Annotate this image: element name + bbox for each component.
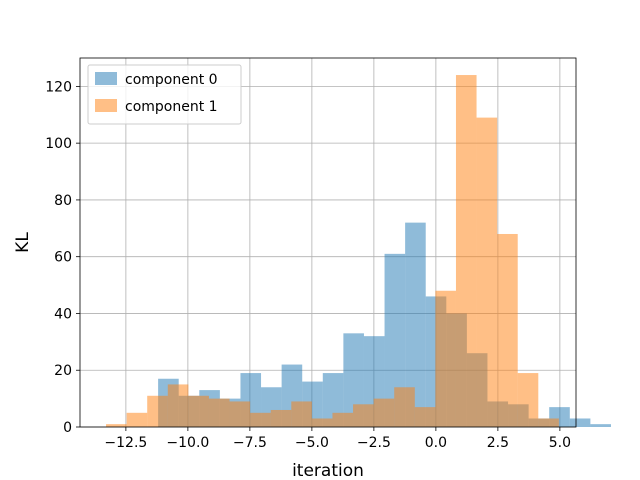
- histogram-bar: [373, 398, 395, 427]
- histogram-bar: [497, 233, 518, 427]
- histogram-bar: [414, 407, 436, 427]
- legend-box: [87, 64, 242, 125]
- x-axis-label: iteration: [292, 461, 364, 480]
- histogram-bar: [270, 409, 292, 427]
- plot-frame: [79, 57, 577, 428]
- histogram-bar: [590, 424, 611, 427]
- histogram-bar: [147, 395, 168, 427]
- histogram-bar: [384, 253, 406, 427]
- histogram-bar: [106, 424, 127, 427]
- histogram-bar: [476, 117, 498, 427]
- x-tick-label: 5.0: [549, 435, 571, 451]
- histogram-bar: [455, 75, 477, 428]
- bars: [106, 75, 611, 428]
- histogram-bar: [435, 290, 456, 427]
- histogram-bar: [343, 333, 364, 427]
- histogram-bar: [569, 418, 591, 427]
- legend: component 0 component 1: [87, 64, 242, 125]
- x-tick-label: 2.5: [487, 435, 509, 451]
- legend-label-component-0: component 0: [125, 72, 218, 88]
- y-tick-label: 80: [54, 193, 72, 209]
- y-tick-label: 40: [54, 306, 72, 322]
- histogram-bar: [405, 222, 426, 427]
- y-tick-label: 120: [45, 79, 72, 95]
- y-tick-label: 60: [54, 250, 72, 266]
- x-tick-label: 0.0: [425, 435, 447, 451]
- histogram-bar: [538, 418, 559, 427]
- histogram-bar: [188, 395, 209, 427]
- histogram-bar: [167, 384, 189, 427]
- x-tick-label: −10.0: [166, 435, 209, 451]
- legend-swatch-component-0: [95, 72, 117, 85]
- axis-ticks: −12.5 −10.0 −7.5 −5.0 −2.5 0.0 2.5 5.0 0 20 40 60 80…: [45, 79, 571, 451]
- y-tick-label: 20: [54, 363, 72, 379]
- y-tick-label: 100: [45, 136, 72, 152]
- y-tick-label: 0: [63, 420, 72, 436]
- histogram-bar: [394, 387, 415, 427]
- x-tick-label: −12.5: [104, 435, 147, 451]
- histogram-bar: [517, 373, 539, 427]
- histogram-bar: [208, 398, 230, 427]
- legend-label-component-1: component 1: [125, 99, 218, 115]
- histogram-bar: [250, 412, 271, 427]
- histogram-bar: [332, 412, 354, 427]
- histogram-bar: [126, 412, 148, 427]
- y-axis-label: KL: [13, 232, 33, 253]
- histogram-bar: [291, 401, 312, 427]
- histogram-bar: [353, 404, 374, 427]
- histogram-bar: [311, 418, 333, 427]
- legend-swatch-component-1: [95, 99, 117, 112]
- x-tick-label: −2.5: [357, 435, 391, 451]
- x-tick-label: −5.0: [295, 435, 329, 451]
- histogram-bar: [229, 401, 251, 427]
- x-tick-label: −7.5: [233, 435, 267, 451]
- series-1-bars: [106, 75, 559, 428]
